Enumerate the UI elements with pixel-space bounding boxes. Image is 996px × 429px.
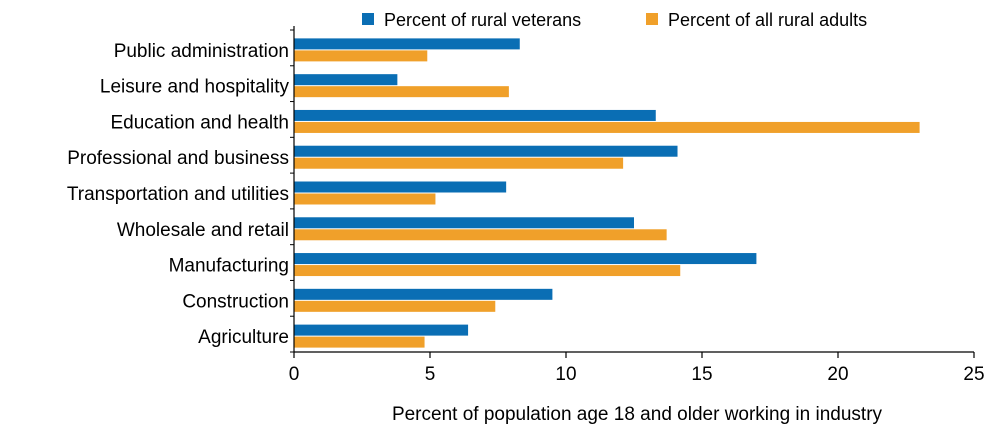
bar-all-adults-6 [294, 265, 681, 277]
bar-veterans-6 [294, 253, 757, 265]
category-label: Agriculture [198, 327, 289, 348]
bar-all-adults-5 [294, 229, 667, 241]
x-tick-label: 10 [555, 364, 576, 385]
bar-all-adults-7 [294, 300, 496, 312]
bar-all-adults-8 [294, 336, 425, 348]
bar-veterans-5 [294, 217, 634, 229]
bar-all-adults-1 [294, 86, 509, 98]
legend-label-veterans: Percent of rural veterans [384, 10, 581, 30]
category-label: Professional and business [67, 148, 289, 169]
legend: Percent of rural veterans Percent of all … [362, 10, 867, 30]
x-axis-title: Percent of population age 18 and older w… [392, 404, 883, 425]
bar-veterans-4 [294, 181, 507, 193]
x-tick-label: 25 [963, 364, 984, 385]
x-tick-label: 5 [425, 364, 436, 385]
bar-all-adults-3 [294, 157, 624, 169]
bar-all-adults-4 [294, 193, 436, 205]
category-label: Leisure and hospitality [100, 77, 290, 98]
bar-veterans-2 [294, 109, 656, 121]
x-tick-label: 0 [289, 364, 300, 385]
x-tick-label: 20 [827, 364, 848, 385]
bar-all-adults-0 [294, 50, 428, 62]
category-label: Construction [182, 291, 289, 312]
bar-veterans-1 [294, 74, 398, 86]
category-label: Education and health [110, 112, 289, 133]
bars [294, 38, 920, 348]
legend-swatch-veterans [362, 13, 374, 25]
legend-swatch-all-adults [646, 13, 658, 25]
category-label: Transportation and utilities [67, 184, 289, 205]
legend-label-all-adults: Percent of all rural adults [668, 10, 867, 30]
bar-veterans-7 [294, 288, 553, 300]
bar-all-adults-2 [294, 121, 920, 133]
category-labels: Public administration Leisure and hospita… [67, 41, 290, 348]
category-label: Public administration [114, 41, 289, 62]
axes: 0 5 10 15 20 25 [289, 26, 985, 385]
x-tick-label: 15 [691, 364, 712, 385]
bar-veterans-0 [294, 38, 520, 50]
bar-veterans-8 [294, 324, 469, 336]
category-label: Manufacturing [169, 256, 289, 277]
bar-veterans-3 [294, 145, 678, 157]
category-label: Wholesale and retail [117, 220, 289, 241]
